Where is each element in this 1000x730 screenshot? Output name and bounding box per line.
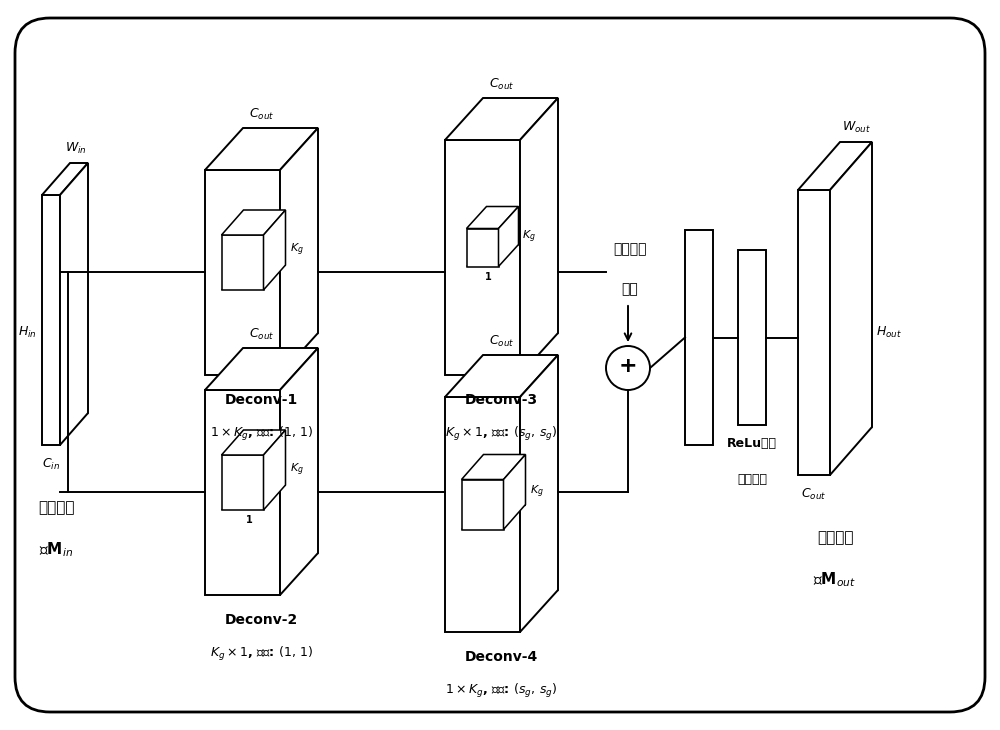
- Text: $K_g$: $K_g$: [530, 484, 543, 500]
- Text: 批归一化: 批归一化: [613, 242, 647, 256]
- Polygon shape: [520, 98, 558, 375]
- Text: $C_{out}$: $C_{out}$: [801, 487, 827, 502]
- Polygon shape: [280, 128, 318, 375]
- Polygon shape: [830, 142, 872, 475]
- Polygon shape: [466, 228, 499, 266]
- FancyBboxPatch shape: [15, 18, 985, 712]
- Polygon shape: [264, 210, 286, 290]
- Polygon shape: [222, 235, 264, 290]
- Text: 图$\mathbf{M}_{in}$: 图$\mathbf{M}_{in}$: [39, 540, 73, 558]
- Polygon shape: [685, 230, 713, 445]
- Polygon shape: [205, 128, 318, 170]
- Text: 图$\mathbf{M}_{out}$: 图$\mathbf{M}_{out}$: [813, 570, 857, 588]
- Text: $1\times K_g$, 步长: $(s_g,\,s_g)$: $1\times K_g$, 步长: $(s_g,\,s_g)$: [445, 682, 558, 700]
- Polygon shape: [462, 480, 504, 529]
- Polygon shape: [445, 397, 520, 632]
- Polygon shape: [798, 142, 872, 190]
- Text: $C_{out}$: $C_{out}$: [249, 327, 274, 342]
- Polygon shape: [462, 455, 526, 480]
- Text: $C_{out}$: $C_{out}$: [249, 107, 274, 122]
- Polygon shape: [222, 430, 286, 455]
- Text: $C_{in}$: $C_{in}$: [42, 457, 60, 472]
- Text: 输出特征: 输出特征: [817, 530, 853, 545]
- Text: $C_{out}$: $C_{out}$: [489, 77, 514, 92]
- Text: $K_g$: $K_g$: [290, 462, 303, 478]
- Polygon shape: [222, 455, 264, 510]
- Text: $K_g$: $K_g$: [290, 242, 303, 258]
- Polygon shape: [520, 355, 558, 632]
- Text: $H_{in}$: $H_{in}$: [18, 325, 37, 340]
- Text: +: +: [619, 356, 637, 376]
- Polygon shape: [222, 210, 286, 235]
- Polygon shape: [798, 190, 830, 475]
- Text: 处理: 处理: [622, 282, 638, 296]
- Polygon shape: [445, 140, 520, 375]
- Text: 输入特征: 输入特征: [38, 500, 74, 515]
- Polygon shape: [205, 170, 280, 375]
- Text: $K_g\times 1$, 步长: $(s_g,\,s_g)$: $K_g\times 1$, 步长: $(s_g,\,s_g)$: [445, 425, 558, 443]
- Text: $W_{in}$: $W_{in}$: [65, 141, 87, 156]
- Text: Deconv-1: Deconv-1: [225, 393, 298, 407]
- Polygon shape: [445, 98, 558, 140]
- Text: $H_{out}$: $H_{out}$: [876, 325, 902, 340]
- Polygon shape: [280, 348, 318, 595]
- Polygon shape: [445, 355, 558, 397]
- Polygon shape: [738, 250, 766, 425]
- Text: Deconv-3: Deconv-3: [465, 393, 538, 407]
- Polygon shape: [504, 455, 526, 529]
- Text: 1: 1: [246, 515, 252, 525]
- Polygon shape: [42, 163, 88, 195]
- Polygon shape: [205, 348, 318, 390]
- Polygon shape: [205, 390, 280, 595]
- Polygon shape: [499, 207, 518, 266]
- Text: ReLu激活: ReLu激活: [727, 437, 777, 450]
- Text: Deconv-2: Deconv-2: [225, 613, 298, 627]
- Polygon shape: [466, 207, 518, 228]
- Polygon shape: [60, 163, 88, 445]
- Polygon shape: [42, 195, 60, 445]
- Text: Deconv-4: Deconv-4: [465, 650, 538, 664]
- Text: $W_{out}$: $W_{out}$: [842, 120, 871, 135]
- Text: 函数处理: 函数处理: [737, 473, 767, 486]
- Text: 1: 1: [485, 272, 492, 282]
- Polygon shape: [264, 430, 286, 510]
- Text: $C_{out}$: $C_{out}$: [489, 334, 514, 349]
- Text: $K_g$: $K_g$: [522, 228, 536, 245]
- Circle shape: [606, 346, 650, 390]
- Text: $K_g\times 1$, 步长: $(1,\,1)$: $K_g\times 1$, 步长: $(1,\,1)$: [210, 645, 313, 663]
- Text: $1\times K_g$, 步长: $(1,\,1)$: $1\times K_g$, 步长: $(1,\,1)$: [210, 425, 313, 443]
